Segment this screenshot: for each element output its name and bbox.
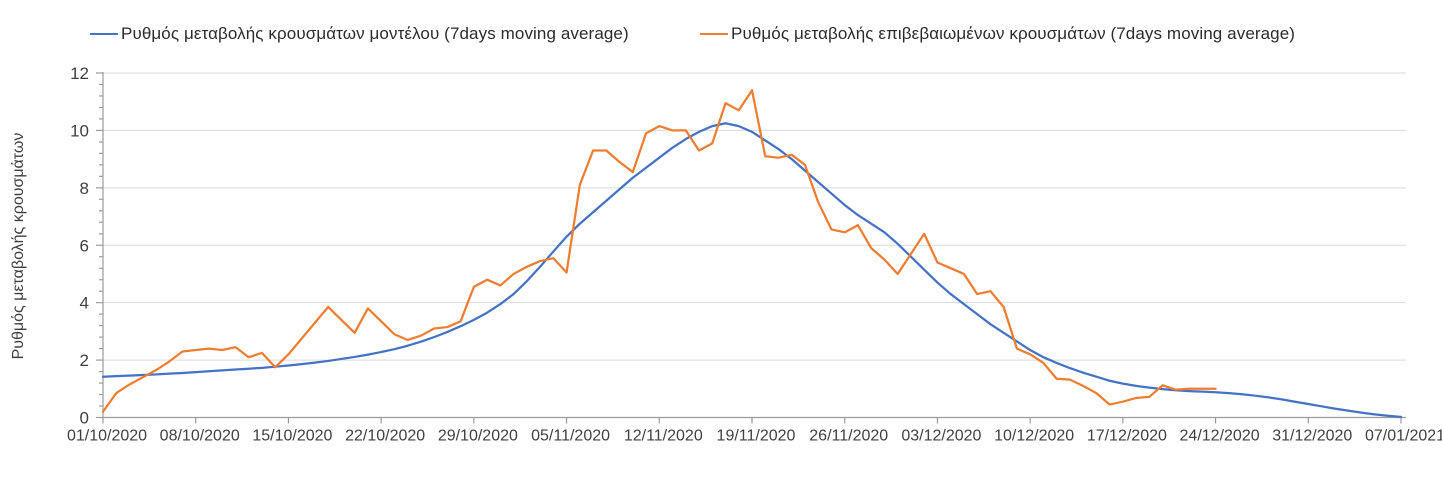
x-tick-label: 08/10/2020 [160, 428, 240, 445]
x-tick-label: 17/12/2020 [1087, 428, 1167, 445]
y-tick-label: 12 [70, 64, 89, 83]
y-tick-label: 4 [80, 294, 89, 313]
chart-legend: Ρυθμός μεταβολής κρουσμάτων μοντέλου (7d… [0, 0, 1442, 50]
x-tick-label: 24/12/2020 [1180, 428, 1260, 445]
legend-item-confirmed: Ρυθμός μεταβολής επιβεβαιωμένων κρουσμάτ… [700, 24, 1295, 44]
legend-line-marker-model [90, 32, 118, 36]
x-tick-label: 31/12/2020 [1272, 428, 1352, 445]
x-tick-label: 26/11/2020 [809, 428, 888, 445]
series-line-confirmed [101, 89, 1217, 413]
x-tick-label: 01/10/2020 [67, 428, 147, 445]
legend-item-model: Ρυθμός μεταβολής κρουσμάτων μοντέλου (7d… [90, 24, 629, 44]
x-tick-label: 07/01/2021 [1365, 428, 1442, 445]
series-line-model [101, 122, 1403, 419]
y-tick-label: 2 [80, 351, 89, 370]
y-tick-label: 0 [80, 409, 89, 428]
y-tick-label: 6 [80, 236, 89, 255]
legend-label-confirmed: Ρυθμός μεταβολής επιβεβαιωμένων κρουσμάτ… [731, 24, 1296, 43]
x-tick-label: 15/10/2020 [252, 428, 332, 445]
legend-line-marker-confirmed [700, 32, 728, 36]
x-tick-label: 12/11/2020 [624, 428, 703, 445]
x-tick-label: 22/10/2020 [345, 428, 425, 445]
x-tick-label: 03/12/2020 [901, 428, 981, 445]
y-tick-label: 8 [80, 179, 89, 198]
x-tick-label: 05/11/2020 [531, 428, 610, 445]
x-tick-label: 19/11/2020 [717, 428, 796, 445]
x-tick-label: 29/10/2020 [438, 428, 518, 445]
x-tick-label: 10/12/2020 [994, 428, 1074, 445]
y-tick-label: 10 [70, 121, 89, 140]
legend-label-model: Ρυθμός μεταβολής κρουσμάτων μοντέλου (7d… [121, 24, 629, 43]
